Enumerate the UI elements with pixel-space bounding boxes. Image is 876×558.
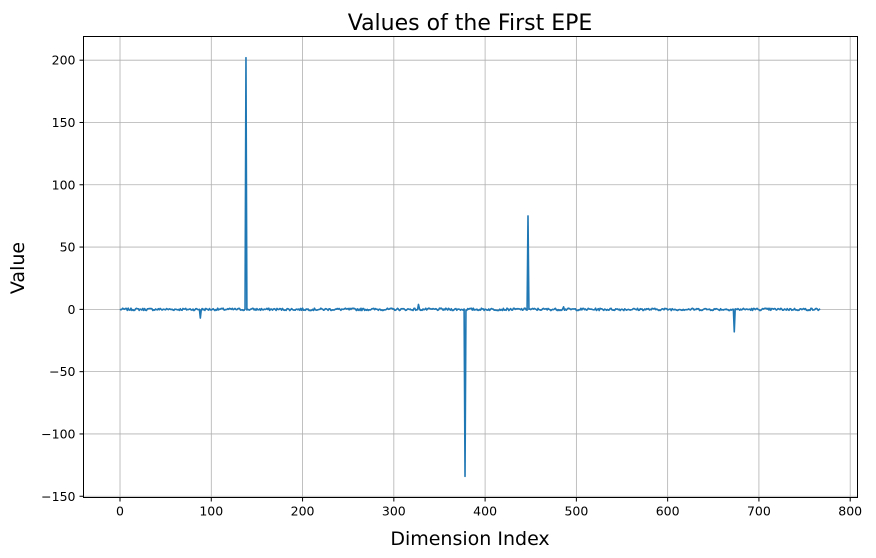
- chart-title: Values of the First EPE: [348, 11, 593, 36]
- y-tick-label: 100: [52, 177, 76, 192]
- series-line: [119, 56, 821, 478]
- y-tick-label: 50: [60, 240, 76, 255]
- x-tick-label: 100: [199, 504, 223, 519]
- x-tick-label: 800: [838, 504, 862, 519]
- x-tick-label: 500: [564, 504, 588, 519]
- y-tick-label: 200: [52, 53, 76, 68]
- x-axis: 0 100 200 300 400 500 600 700 800: [116, 497, 862, 519]
- plot-frame: [83, 36, 858, 498]
- x-tick-label: 400: [473, 504, 497, 519]
- x-tick-label: 0: [116, 504, 124, 519]
- series-path: [119, 56, 821, 478]
- x-tick-label: 300: [382, 504, 406, 519]
- y-tick-label: −150: [41, 489, 75, 504]
- y-tick-label: −50: [49, 364, 75, 379]
- grid: [83, 36, 858, 498]
- y-axis-label: Value: [7, 242, 29, 294]
- y-tick-label: 150: [52, 115, 76, 130]
- y-tick-label: −100: [41, 426, 75, 441]
- x-axis-label: Dimension Index: [390, 528, 549, 550]
- x-tick-label: 600: [656, 504, 680, 519]
- y-axis: −150 −100 −50 0 50 100 150 200: [41, 53, 84, 504]
- x-tick-label: 700: [747, 504, 771, 519]
- y-tick-label: 0: [68, 302, 76, 317]
- x-tick-label: 200: [291, 504, 315, 519]
